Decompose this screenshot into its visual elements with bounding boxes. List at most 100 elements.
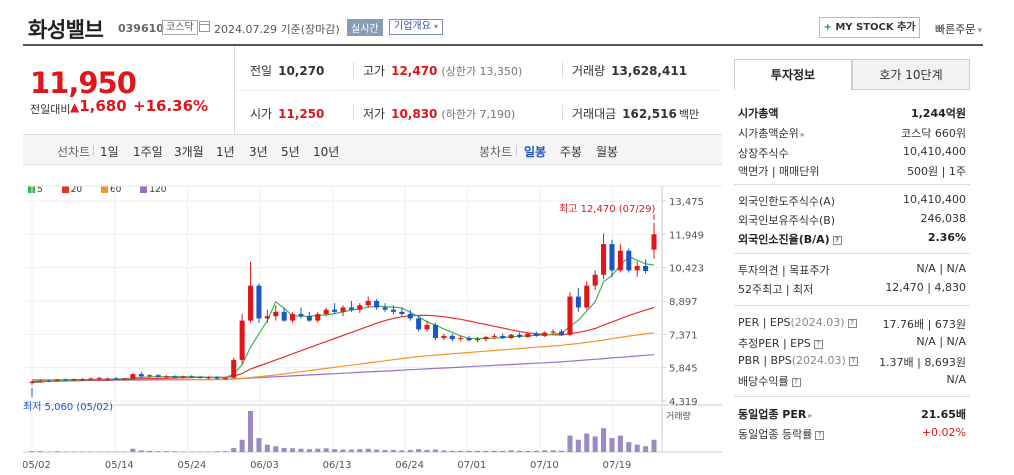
volume-bar: [256, 438, 262, 452]
period-5y[interactable]: 5년: [281, 145, 300, 159]
volume-bar: [432, 449, 438, 452]
moving-average-ma20: [31, 306, 655, 383]
chevron-right-icon[interactable]: ▸: [800, 130, 805, 139]
moving-average-ma5: [31, 255, 655, 384]
info-key-text: 시가총액순위: [738, 127, 799, 140]
candle-body: [601, 244, 607, 275]
help-icon[interactable]: ?: [813, 340, 823, 349]
volume-bar: [239, 439, 245, 452]
stock-chart[interactable]: 5 20 60 120 13,475 11,949 10,423 8,897 7,371…: [23, 165, 722, 475]
chart-canvas[interactable]: 13,475 11,949 10,423 8,897 7,371 5,845 4,319 05…: [23, 165, 722, 475]
period-1w[interactable]: 1주일: [133, 145, 163, 159]
open-label: 시가: [250, 107, 273, 121]
volume-bar: [340, 449, 346, 452]
help-icon[interactable]: ?: [847, 319, 857, 328]
period-weekly[interactable]: 주봉: [560, 145, 583, 159]
info-row: 시가총액순위 ▸ 코스닥 660위: [738, 122, 966, 141]
legend-swatch: [100, 186, 108, 193]
help-icon[interactable]: ?: [791, 378, 801, 387]
add-my-stock-button[interactable]: + MY STOCK 추가: [819, 17, 920, 38]
volume-bar: [407, 449, 413, 452]
period-1y[interactable]: 1년: [216, 145, 235, 159]
help-icon[interactable]: ?: [832, 236, 842, 245]
info-value: N/A | N/A: [916, 262, 966, 275]
volume-bar: [315, 448, 321, 452]
stock-name: 화성밸브: [28, 18, 104, 42]
price-summary: 11,950 전일대비 ▲1,680 +16.36%: [23, 46, 235, 134]
info-key: PER | EPS(2024.03)?: [738, 316, 857, 329]
change-percent: +16.36%: [133, 97, 209, 115]
volume-bar: [491, 450, 497, 452]
candle-body: [508, 334, 514, 339]
candle-body: [172, 376, 178, 378]
candle-body: [626, 250, 632, 271]
help-icon[interactable]: ?: [848, 357, 858, 366]
upper-limit: (상한가 13,350): [441, 65, 523, 78]
info-value: N/A: [946, 373, 966, 386]
realtime-button[interactable]: 실시간: [347, 19, 383, 36]
volume-bar: [281, 447, 287, 452]
candle-body: [281, 311, 287, 321]
low-value: 10,830: [391, 107, 438, 121]
trade-amount: 거래대금 162,516 백만: [572, 105, 699, 122]
info-key: 액면가 | 매매단위: [738, 163, 820, 179]
info-row: PER | EPS(2024.03)? 17.76배 | 673원: [738, 313, 966, 332]
candle-body: [63, 379, 69, 381]
chevron-right-icon[interactable]: ▸: [808, 411, 813, 420]
tab-order-book[interactable]: 호가 10단계: [852, 59, 970, 90]
period-1d[interactable]: 1일: [100, 145, 119, 159]
period-3m[interactable]: 3개월: [174, 145, 204, 159]
info-key-period: (2024.03): [791, 354, 846, 367]
candle-body: [424, 324, 430, 330]
volume-bar: [323, 448, 329, 452]
tab-investment-info[interactable]: 투자정보: [734, 59, 852, 90]
high-value: 12,470: [391, 64, 438, 78]
candle-body: [37, 380, 43, 382]
up-arrow-icon: ▲: [70, 100, 80, 114]
candle-body: [29, 381, 35, 383]
volume-bar: [222, 451, 228, 452]
company-overview-dropdown[interactable]: 기업개요 ▾: [389, 19, 444, 35]
quick-order-button[interactable]: 빠른주문: [935, 21, 982, 37]
period-10y[interactable]: 10년: [313, 145, 340, 159]
candle-body: [441, 335, 447, 339]
candle-body: [500, 335, 506, 339]
volume: 거래량 13,628,411: [572, 62, 687, 79]
info-key: PBR | BPS(2024.03)?: [738, 354, 858, 367]
volume-bar: [424, 449, 430, 452]
calendar-icon: [199, 21, 210, 32]
period-monthly[interactable]: 월봉: [596, 145, 619, 159]
info-key-text: 시가총액: [738, 107, 779, 120]
high-label: 고가: [363, 64, 386, 78]
info-key-text: 동일업종 등락률: [738, 428, 813, 441]
low-price: 저가 10,830 (하한가 7,190): [363, 105, 515, 122]
candle-body: [567, 296, 573, 335]
period-3y[interactable]: 3년: [249, 145, 268, 159]
volume-label: 거래량: [666, 410, 691, 422]
info-row: 52주최고 | 최저 12,470 | 4,830: [738, 278, 966, 297]
current-price: 11,950: [30, 66, 137, 100]
legend-ma120: 120: [140, 185, 174, 195]
candle-body: [592, 274, 598, 286]
candle-body: [432, 324, 438, 339]
amount-label: 거래대금: [572, 107, 617, 121]
candle-body: [533, 333, 539, 336]
candle-body: [575, 296, 581, 308]
y-tick-label: 13,475: [669, 197, 704, 208]
candle-body: [105, 378, 111, 380]
candle-body: [290, 314, 296, 321]
candle-body: [458, 338, 464, 340]
info-value: 500원 | 1주: [907, 165, 966, 178]
period-daily[interactable]: 일봉: [524, 145, 547, 159]
volume-bar: [626, 442, 632, 452]
legend-swatch: [140, 186, 148, 193]
y-tick-label: 4,319: [669, 397, 698, 408]
candle-body: [550, 331, 556, 333]
info-row: 상장주식수 10,410,400: [738, 142, 966, 161]
candle-body: [542, 332, 548, 336]
moving-average-ma60: [32, 332, 655, 381]
info-key-text: 투자의견 | 목표주가: [738, 264, 830, 277]
x-tick-label: 05/14: [105, 460, 134, 471]
help-icon[interactable]: ?: [815, 431, 825, 440]
add-my-stock-label: MY STOCK 추가: [835, 22, 916, 33]
